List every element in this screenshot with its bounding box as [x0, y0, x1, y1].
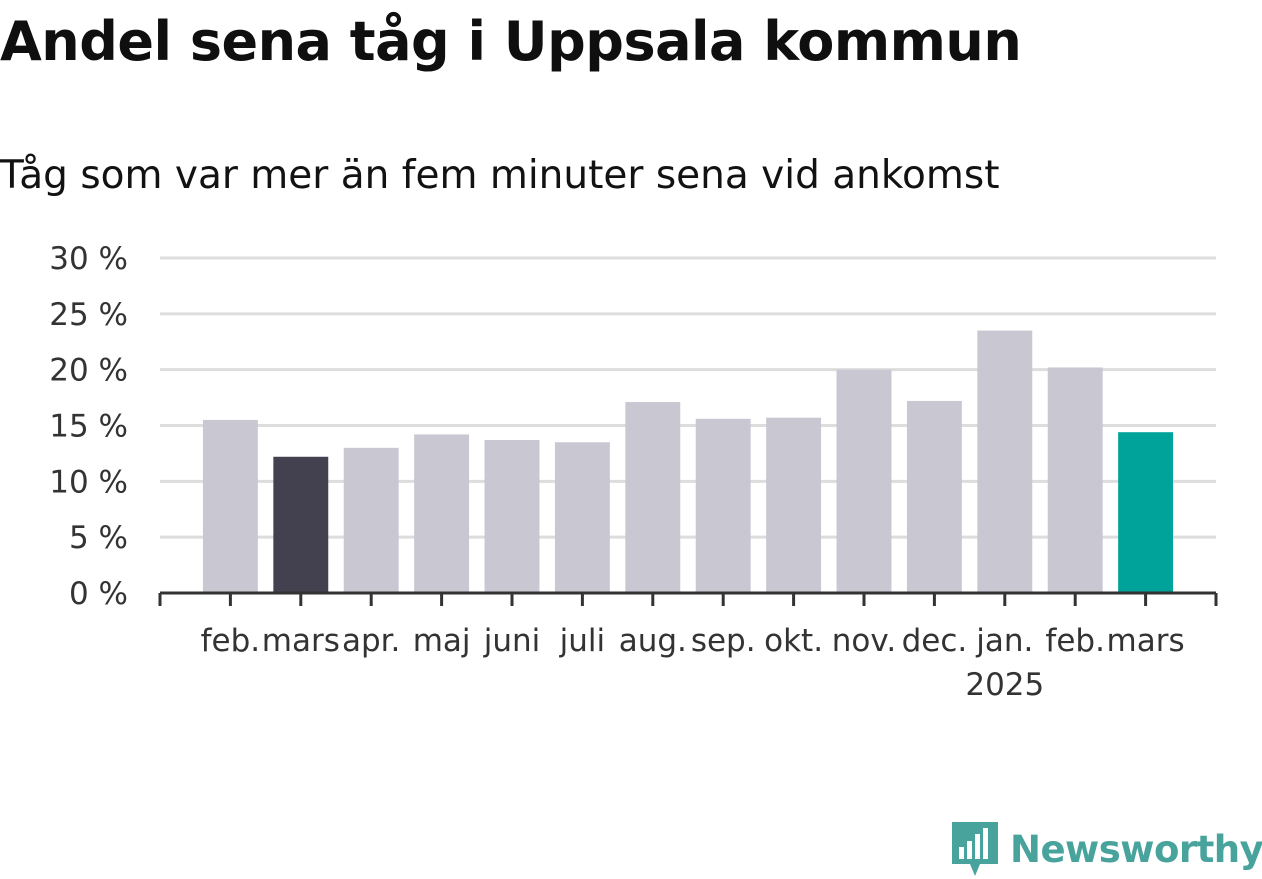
- x-tick-label: okt.: [764, 623, 823, 659]
- bar: [906, 400, 962, 593]
- y-tick-label: 15 %: [49, 409, 128, 445]
- bar: [836, 369, 892, 593]
- brand-name: Newsworthy: [1010, 827, 1262, 871]
- bar: [695, 418, 751, 593]
- x-tick-label: mars: [1107, 623, 1185, 659]
- x-tick-label: nov.: [832, 623, 896, 659]
- x-axis: [158, 591, 1218, 606]
- bar-chart-icon: [952, 822, 998, 876]
- chart-title: Andel sena tåg i Uppsala kommun: [0, 10, 1022, 73]
- x-tick-label: maj: [413, 623, 471, 659]
- x-tick-label: apr.: [342, 623, 400, 659]
- x-tick-label: dec.: [902, 623, 968, 659]
- bar: [625, 402, 681, 593]
- x-tick-label: juli: [559, 623, 606, 659]
- x-year-label: 2025: [965, 667, 1044, 703]
- bar: [202, 419, 258, 593]
- bar: [977, 330, 1033, 593]
- x-tick-label: mars: [262, 623, 340, 659]
- y-tick-label: 10 %: [49, 464, 128, 500]
- y-tick-label: 20 %: [49, 353, 128, 389]
- bar-chart: 0 %5 %10 %15 %20 %25 %30 % feb. mars apr. m…: [49, 241, 1218, 703]
- x-tick-label: jan.: [975, 623, 1033, 659]
- x-tick-label: feb.: [201, 623, 261, 659]
- y-axis-tick-labels: 0 % 5 % 10 % 15 % 20 % 25 % 30 %: [49, 241, 128, 612]
- bars: [202, 330, 1174, 593]
- bar: [766, 417, 822, 593]
- y-tick-label: 30 %: [49, 241, 128, 277]
- newsworthy-logo: Newsworthy: [950, 820, 1262, 878]
- bar: [273, 456, 329, 593]
- y-tick-label: 25 %: [49, 297, 128, 333]
- y-tick-label: 5 %: [69, 520, 128, 556]
- bar: [414, 434, 470, 593]
- x-tick-label: feb.: [1045, 623, 1105, 659]
- bar: [484, 440, 540, 593]
- x-axis-tick-labels: feb. mars apr. maj juni juli aug. sep. okt. nov. d…: [201, 623, 1185, 703]
- bar: [1118, 432, 1174, 593]
- x-tick-label: sep.: [691, 623, 756, 659]
- bar: [1047, 367, 1103, 593]
- gridlines: [160, 256, 1216, 539]
- x-tick-label: aug.: [619, 623, 687, 659]
- bar: [554, 442, 610, 593]
- chart-subtitle: Tåg som var mer än fem minuter sena vid …: [0, 153, 1000, 198]
- bar: [343, 447, 399, 593]
- x-tick-label: juni: [483, 623, 541, 659]
- y-tick-label: 0 %: [69, 576, 128, 612]
